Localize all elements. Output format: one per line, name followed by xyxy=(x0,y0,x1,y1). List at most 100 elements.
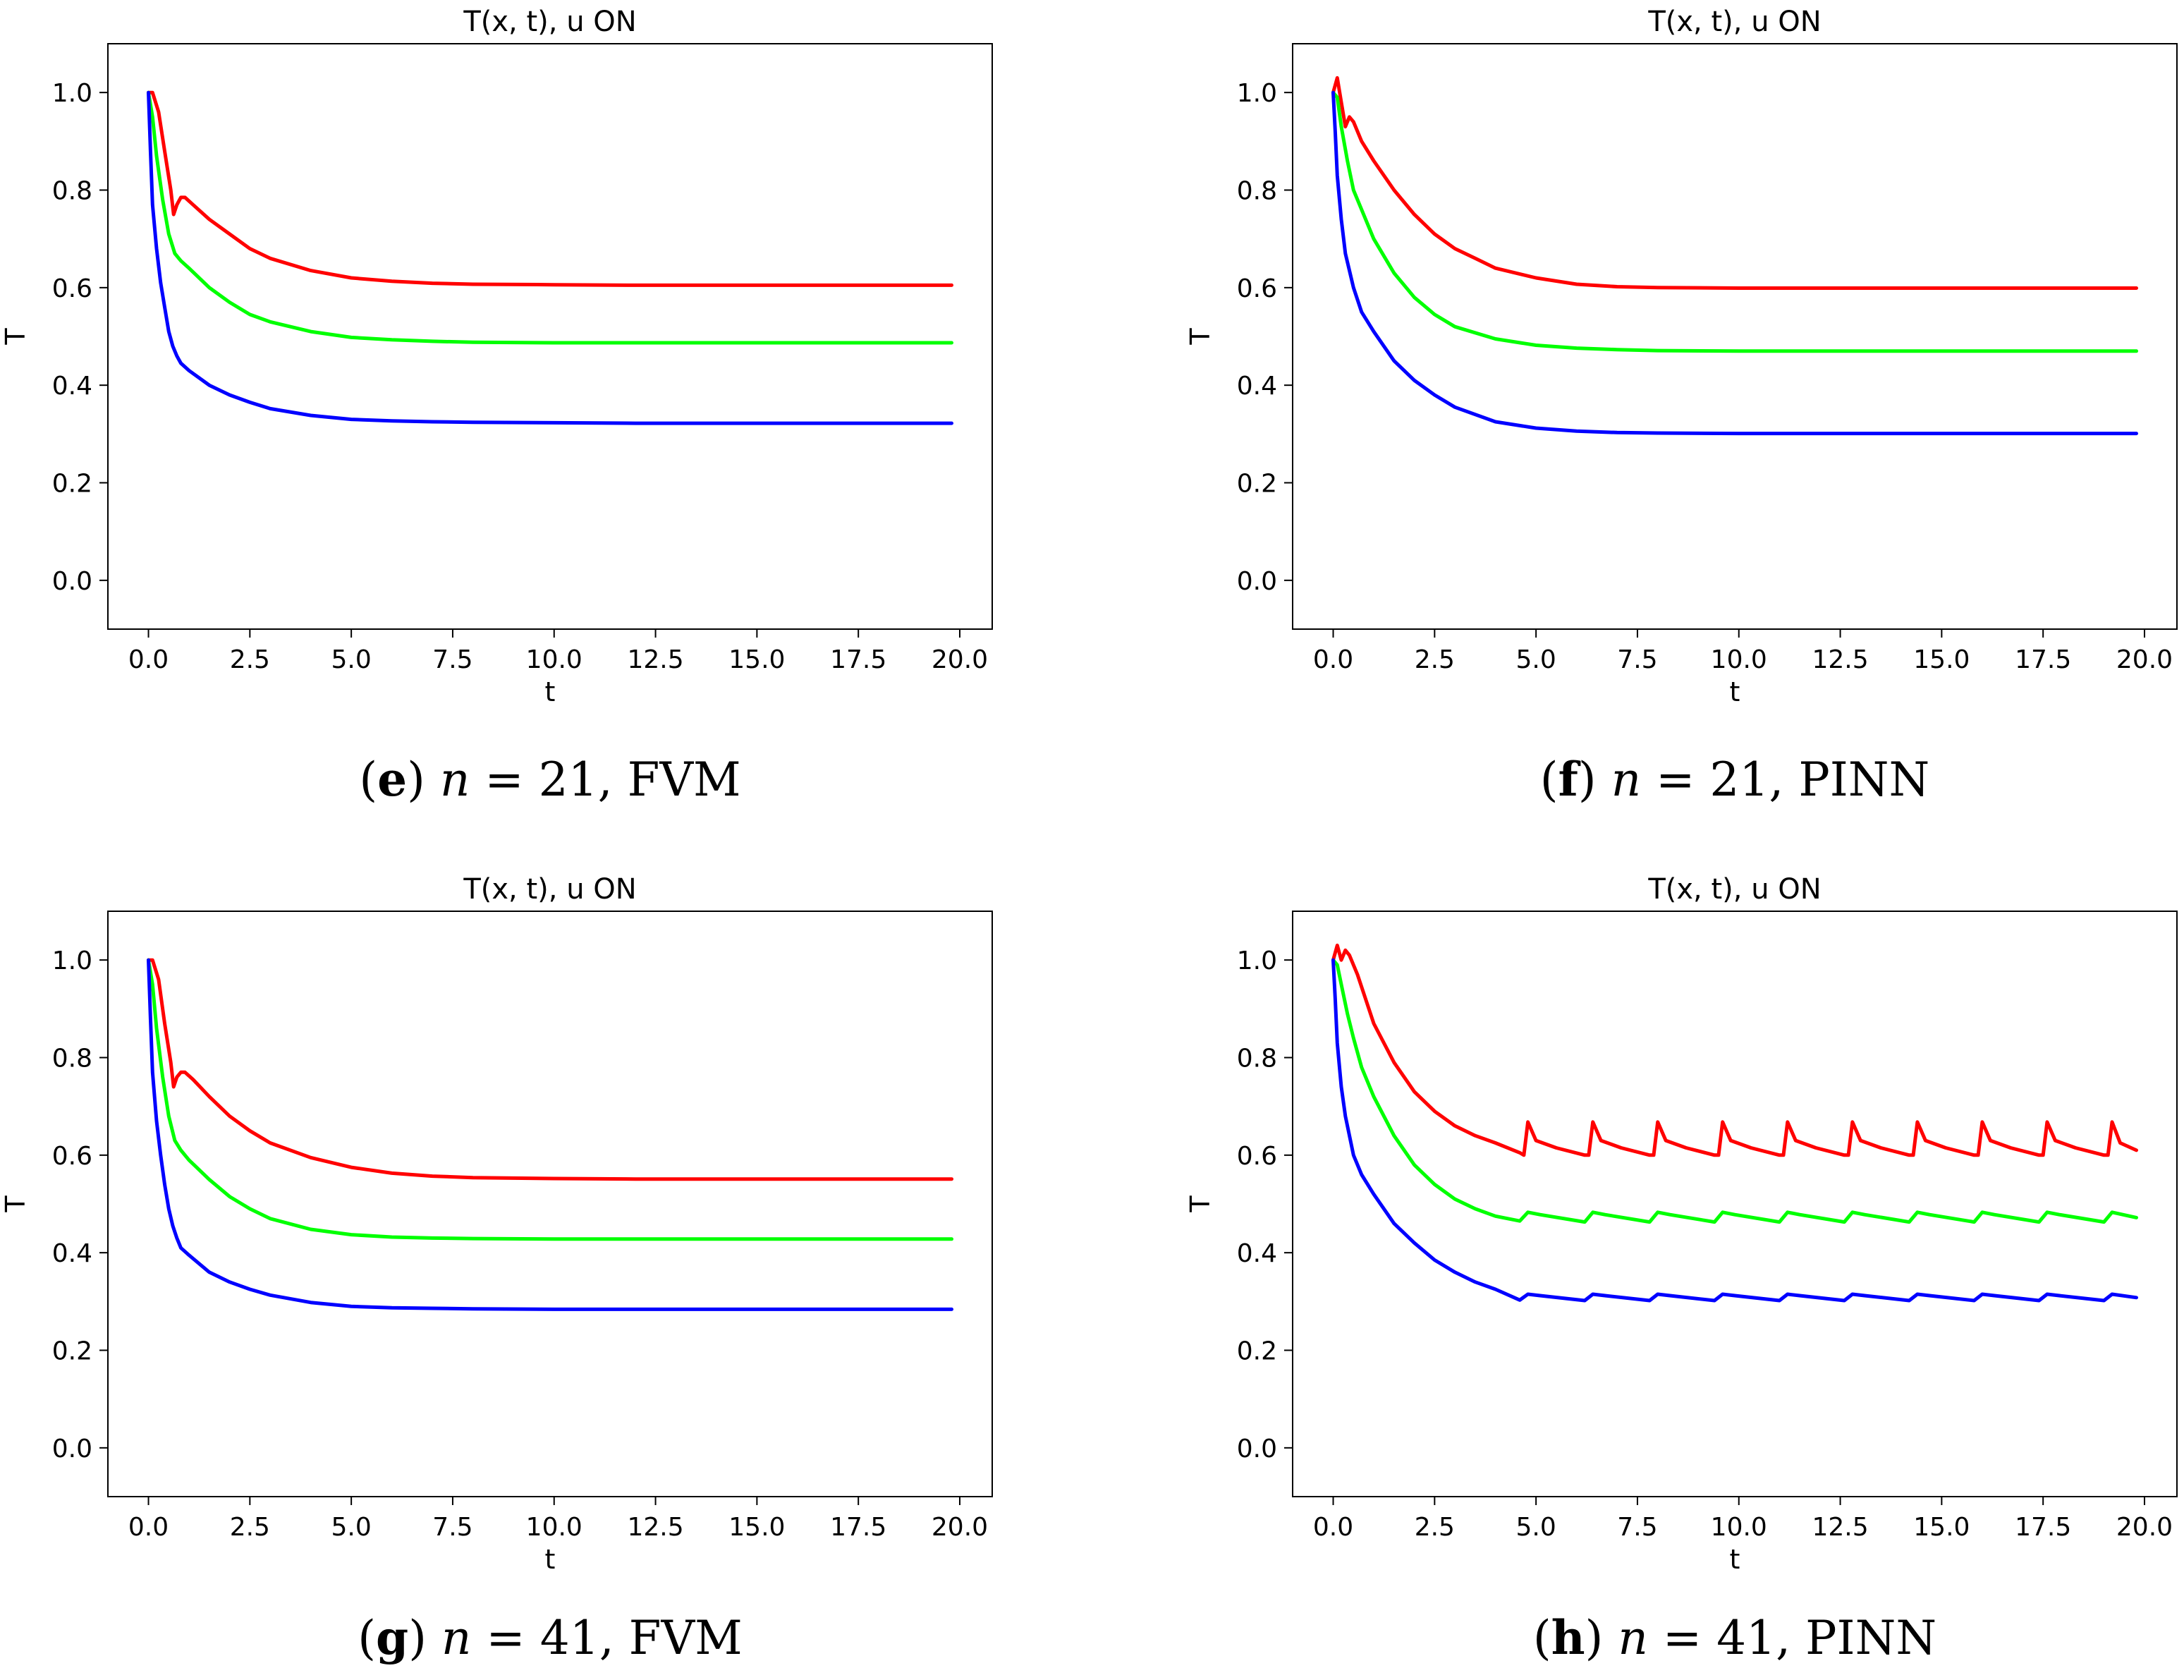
x-tick-label: 10.0 xyxy=(1711,1513,1767,1542)
caption-part: n xyxy=(1611,753,1642,807)
caption-n: 41 xyxy=(540,1611,599,1665)
x-tick-label: 0.0 xyxy=(1313,1513,1353,1542)
caption-method: PINN xyxy=(1805,1611,1936,1665)
x-tick-label: 10.0 xyxy=(526,645,582,674)
x-tick-label: 20.0 xyxy=(932,1513,988,1542)
x-tick-label: 10.0 xyxy=(1711,645,1767,674)
chart-panel-h: T(x, t), u ON 0.0 2.5 5.0 7.5 10.0 12.5 15.0 17.… xyxy=(1185,873,2178,1665)
x-tick-label: 2.5 xyxy=(1415,1513,1455,1542)
x-tick-label: 12.5 xyxy=(1812,645,1868,674)
y-tick-label: 1.0 xyxy=(52,79,92,108)
panel-caption: (h) n = 41, PINN xyxy=(1533,1610,1936,1665)
x-tick-label: 5.0 xyxy=(331,1513,372,1542)
x-tick-label: 2.5 xyxy=(230,645,270,674)
series-line-1 xyxy=(147,90,953,345)
caption-method: FVM xyxy=(629,1611,743,1665)
series-line-1 xyxy=(1331,958,2138,1224)
x-tick-label: 5.0 xyxy=(1516,645,1556,674)
chart-title: T(x, t), u ON xyxy=(463,873,636,906)
y-tick-label: 0.6 xyxy=(52,1142,92,1171)
chart-title: T(x, t), u ON xyxy=(463,6,636,38)
caption-part: = xyxy=(1641,753,1709,807)
y-tick-label: 0.2 xyxy=(1237,470,1277,499)
caption-n: 21 xyxy=(1709,753,1769,807)
chart-panel-f: T(x, t), u ON 0.0 2.5 5.0 7.5 10.0 12.5 15.0 17.… xyxy=(1185,6,2178,807)
x-tick-label: 17.5 xyxy=(830,1513,886,1542)
caption-part: ) xyxy=(1578,753,1611,807)
y-axis-label: T xyxy=(1185,1195,1216,1213)
caption-part: ( xyxy=(358,1611,376,1665)
x-tick-label: 12.5 xyxy=(627,1513,683,1542)
series-line-1 xyxy=(147,958,953,1241)
caption-part: ) xyxy=(408,1611,441,1665)
y-tick-label: 1.0 xyxy=(1237,79,1277,108)
series-line-2 xyxy=(1331,958,2138,1303)
y-tick-label: 0.0 xyxy=(1237,1435,1277,1463)
x-tick-label: 5.0 xyxy=(1516,1513,1556,1542)
y-tick-label: 1.0 xyxy=(1237,946,1277,975)
x-axis-label: t xyxy=(545,676,556,707)
y-tick-label: 0.0 xyxy=(52,1435,92,1463)
caption-part: n xyxy=(1618,1611,1648,1665)
caption-part: , xyxy=(1769,753,1798,807)
x-tick-label: 12.5 xyxy=(627,645,683,674)
x-tick-label: 17.5 xyxy=(830,645,886,674)
x-axis-label: t xyxy=(1730,676,1740,707)
y-tick-label: 0.4 xyxy=(52,372,92,401)
x-tick-label: 0.0 xyxy=(128,645,169,674)
series-line-0 xyxy=(1331,943,2138,1157)
x-tick-label: 10.0 xyxy=(526,1513,582,1542)
y-tick-label: 0.4 xyxy=(52,1239,92,1268)
x-tick-label: 7.5 xyxy=(432,645,472,674)
x-tick-label: 17.5 xyxy=(2015,645,2071,674)
y-tick-label: 0.8 xyxy=(52,177,92,206)
x-tick-label: 20.0 xyxy=(2116,1513,2173,1542)
caption-part: ) xyxy=(407,753,440,807)
series-line-2 xyxy=(147,90,953,425)
series-line-1 xyxy=(1331,90,2138,353)
y-tick-label: 0.0 xyxy=(52,567,92,596)
caption-part: , xyxy=(598,753,628,807)
series-line-2 xyxy=(1331,90,2138,436)
caption-method: FVM xyxy=(628,753,741,807)
x-tick-label: 15.0 xyxy=(1913,645,1970,674)
panel-caption: (g) n = 41, FVM xyxy=(358,1610,742,1665)
axes-frame xyxy=(1292,911,2178,1497)
caption-method: PINN xyxy=(1798,753,1929,807)
y-tick-label: 0.6 xyxy=(52,274,92,303)
x-tick-label: 20.0 xyxy=(932,645,988,674)
caption-part: = xyxy=(470,753,538,807)
series-line-2 xyxy=(147,958,953,1311)
axes-frame xyxy=(107,911,993,1497)
chart-title: T(x, t), u ON xyxy=(1647,873,1821,906)
caption-part: = xyxy=(471,1611,539,1665)
caption-part: ( xyxy=(1540,753,1558,807)
panel-caption: (e) n = 21, FVM xyxy=(359,752,740,807)
x-tick-label: 7.5 xyxy=(432,1513,472,1542)
x-tick-label: 0.0 xyxy=(1313,645,1353,674)
axes-frame xyxy=(1292,43,2178,630)
caption-part: ( xyxy=(359,753,377,807)
series-line-0 xyxy=(147,958,953,1181)
y-axis-label: T xyxy=(0,328,31,346)
x-axis-label: t xyxy=(1730,1544,1740,1575)
y-tick-label: 0.6 xyxy=(1237,274,1277,303)
caption-part: n xyxy=(440,753,470,807)
axes-frame xyxy=(107,43,993,630)
y-tick-label: 0.4 xyxy=(1237,1239,1277,1268)
y-tick-label: 0.8 xyxy=(1237,177,1277,206)
panel-caption: (f) n = 21, PINN xyxy=(1540,752,1930,807)
x-tick-label: 20.0 xyxy=(2116,645,2173,674)
caption-part: n xyxy=(441,1611,472,1665)
x-tick-label: 12.5 xyxy=(1812,1513,1868,1542)
x-tick-label: 2.5 xyxy=(1415,645,1455,674)
y-tick-label: 1.0 xyxy=(52,946,92,975)
caption-part: = xyxy=(1648,1611,1716,1665)
series-line-0 xyxy=(1331,75,2138,290)
y-tick-label: 0.2 xyxy=(52,470,92,499)
caption-letter: h xyxy=(1551,1610,1585,1665)
caption-n: 21 xyxy=(539,753,598,807)
y-tick-label: 0.2 xyxy=(52,1337,92,1366)
caption-part: ( xyxy=(1533,1611,1551,1665)
